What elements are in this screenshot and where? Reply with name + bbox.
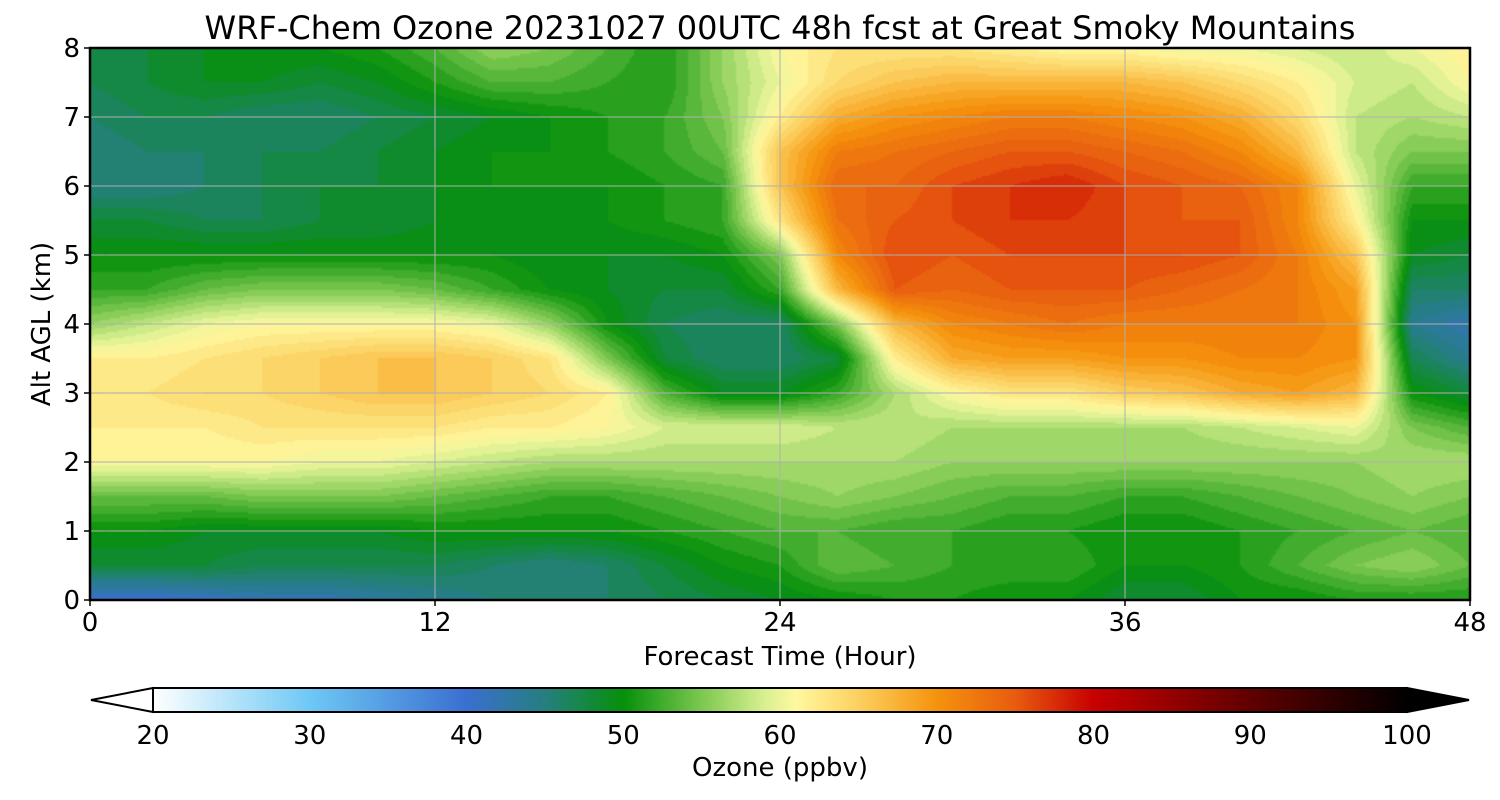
colorbar-tick-label: 90 bbox=[1234, 721, 1267, 751]
colorbar-bar bbox=[152, 687, 1408, 713]
colorbar-tick-label: 40 bbox=[450, 721, 483, 751]
x-tick-label: 12 bbox=[418, 608, 451, 638]
colorbar-ticks: 20 30 40 50 60 70 80 90 100 bbox=[136, 721, 1431, 751]
y-tick-label: 0 bbox=[63, 586, 80, 616]
x-tick-label: 48 bbox=[1453, 608, 1486, 638]
y-axis-label: Alt AGL (km) bbox=[27, 242, 57, 406]
y-tick-label: 3 bbox=[63, 379, 80, 409]
y-tick-label: 4 bbox=[63, 310, 80, 340]
x-tick-label: 24 bbox=[763, 608, 796, 638]
y-tick-label: 1 bbox=[63, 517, 80, 547]
colorbar-tick-label: 60 bbox=[763, 721, 796, 751]
y-tick-label: 6 bbox=[63, 172, 80, 202]
y-axis-ticks: 0 1 2 3 4 5 6 7 8 bbox=[63, 34, 90, 616]
y-tick-label: 5 bbox=[63, 241, 80, 271]
colorbar: 20 30 40 50 60 70 80 90 100 Ozone (ppbv) bbox=[90, 686, 1470, 783]
x-axis-label: Forecast Time (Hour) bbox=[643, 642, 916, 672]
y-tick-label: 7 bbox=[63, 103, 80, 133]
colorbar-high-extend bbox=[1406, 686, 1470, 714]
colorbar-tick-label: 100 bbox=[1382, 721, 1432, 751]
y-tick-label: 8 bbox=[63, 34, 80, 64]
colorbar-low-extend bbox=[90, 686, 154, 714]
colorbar-tick-label: 80 bbox=[1077, 721, 1110, 751]
x-tick-label: 36 bbox=[1108, 608, 1141, 638]
y-tick-label: 2 bbox=[63, 448, 80, 478]
x-axis-ticks: 0 12 24 36 48 bbox=[82, 600, 1487, 638]
colorbar-tick-label: 70 bbox=[920, 721, 953, 751]
colorbar-tick-label: 30 bbox=[293, 721, 326, 751]
colorbar-tick-label: 50 bbox=[607, 721, 640, 751]
colorbar-tick-label: 20 bbox=[136, 721, 169, 751]
x-tick-label: 0 bbox=[82, 608, 99, 638]
chart-title: WRF-Chem Ozone 20231027 00UTC 48h fcst a… bbox=[205, 9, 1356, 47]
colorbar-label: Ozone (ppbv) bbox=[692, 753, 868, 783]
